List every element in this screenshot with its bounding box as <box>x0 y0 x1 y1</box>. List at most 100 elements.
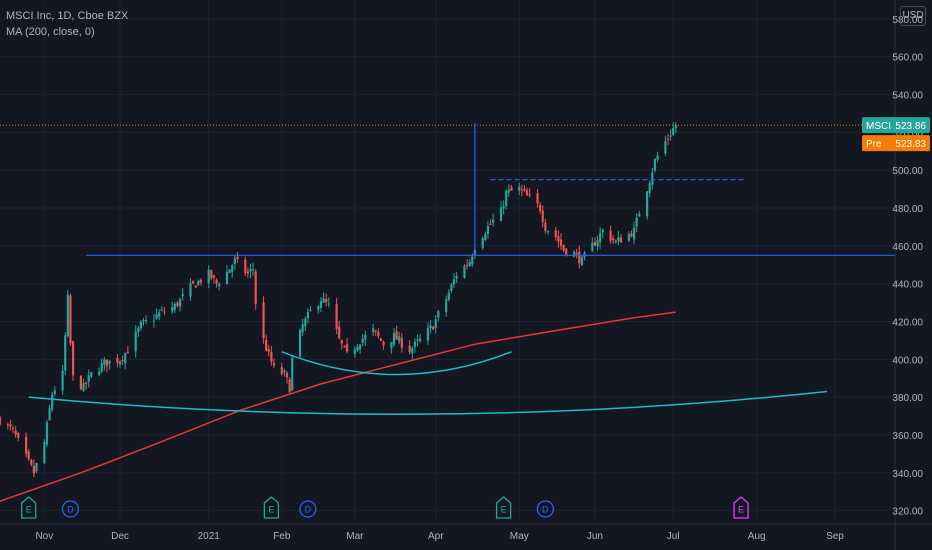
candle-up <box>291 357 294 391</box>
candle-up <box>171 306 174 312</box>
candle-down <box>578 251 581 264</box>
candle-down <box>379 338 383 341</box>
candle-up <box>145 320 148 322</box>
candle-down <box>528 194 531 196</box>
x-tick-label: Mar <box>346 531 364 542</box>
candle-up <box>484 234 487 240</box>
price-axis[interactable]: 320.00 340.00 360.00 380.00 400.00 420.00 440.… <box>892 0 923 550</box>
candle-up <box>638 213 641 217</box>
candle-down <box>544 222 547 231</box>
event-marker-letter: E <box>26 505 32 515</box>
candle-down <box>265 339 268 351</box>
candle-up <box>306 312 310 319</box>
x-tick-label: Jun <box>587 531 603 542</box>
candle-up <box>361 338 364 343</box>
candle-down <box>85 382 88 384</box>
candle-down <box>343 345 346 347</box>
earnings-marker[interactable] <box>263 496 280 519</box>
candle-down <box>520 189 523 191</box>
candle-up <box>627 234 630 241</box>
y-tick-label: 400.00 <box>892 355 923 366</box>
candle-up <box>653 159 657 171</box>
time-axis[interactable]: Nov Dec 2021 Feb Mar Apr May Jun Jul Aug Sep <box>0 523 932 542</box>
candle-up <box>601 229 604 233</box>
candle-up <box>304 318 307 327</box>
candle-down <box>541 210 544 222</box>
candle-up <box>317 306 320 310</box>
candle-down <box>374 330 377 332</box>
candle-up <box>486 225 490 234</box>
currency-button[interactable]: USD <box>900 6 926 26</box>
candle-up <box>416 339 419 341</box>
candle-up <box>160 309 163 311</box>
dividend-marker[interactable] <box>61 500 80 518</box>
y-tick-label: 520.00 <box>892 128 923 139</box>
x-tick-label: Sep <box>826 531 844 542</box>
indicator-title[interactable]: MA (200, close, 0) <box>6 26 95 38</box>
candle-down <box>176 302 179 307</box>
candle-down <box>536 193 539 204</box>
candle-down <box>215 279 218 284</box>
candle-down <box>194 285 197 288</box>
rounding-bottom-small-arc <box>281 351 512 376</box>
candle-up <box>87 375 90 382</box>
candle-down <box>163 311 166 313</box>
candle-up <box>580 256 583 266</box>
candle-up <box>152 320 156 322</box>
candle-up <box>35 463 38 472</box>
candle-up <box>64 335 67 371</box>
candle-up <box>471 256 474 265</box>
x-tick-label: Apr <box>428 531 444 542</box>
candle-up <box>322 298 325 303</box>
earnings-marker[interactable] <box>21 496 37 519</box>
candle-up <box>518 186 521 191</box>
candle-up <box>327 303 330 305</box>
candle-down <box>0 417 2 425</box>
candle-up <box>100 363 103 372</box>
candle-down <box>510 186 513 191</box>
candle-up <box>419 338 422 341</box>
candle-up <box>118 361 122 365</box>
candle-down <box>557 236 560 242</box>
chart-legend: MSCI Inc, 1D, Cboe BZX MA (200, close, 0… <box>6 8 128 40</box>
y-tick-label: 560.00 <box>892 53 923 64</box>
premarket-price-label-bg <box>862 135 930 152</box>
candle-down <box>562 244 565 251</box>
candle-down <box>408 345 411 353</box>
candles <box>0 122 677 478</box>
earnings-marker[interactable] <box>495 496 512 519</box>
candle-down <box>69 295 72 344</box>
candle-up <box>507 189 510 193</box>
event-marker-letter: D <box>67 505 74 515</box>
x-tick-label: May <box>510 531 529 542</box>
candle-down <box>382 341 385 346</box>
y-tick-label: 320.00 <box>892 507 923 518</box>
candle-down <box>489 223 492 225</box>
candle-up <box>372 328 375 333</box>
candle-down <box>6 424 9 426</box>
candle-up <box>617 237 620 242</box>
dividend-marker[interactable] <box>536 500 554 518</box>
candle-up <box>218 283 221 287</box>
candle-down <box>126 351 129 354</box>
dividend-marker[interactable] <box>299 500 317 518</box>
premarket-price-label-tag: Pre <box>866 139 882 150</box>
candle-down <box>210 270 213 279</box>
candle-up <box>505 190 508 206</box>
candle-down <box>575 252 578 254</box>
candle-down <box>272 363 276 366</box>
candle-up <box>426 327 430 341</box>
candle-up <box>646 191 649 217</box>
candle-down <box>280 367 283 375</box>
candle-up <box>48 408 51 420</box>
candle-up <box>447 292 450 300</box>
symbol-title[interactable]: MSCI Inc, 1D, Cboe BZX <box>6 10 129 22</box>
candle-down <box>212 275 216 278</box>
candle-up <box>413 341 416 347</box>
earnings-marker[interactable] <box>733 496 749 519</box>
candle-up <box>452 279 456 285</box>
candle-down <box>246 271 249 274</box>
